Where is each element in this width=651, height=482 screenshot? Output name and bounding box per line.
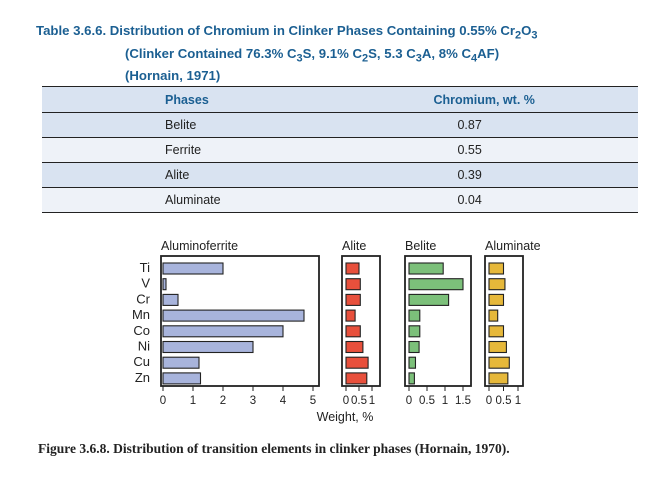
- bar-aluminoferrite-v: [162, 278, 167, 291]
- cell-phase: Belite: [42, 112, 299, 138]
- cell-value: 0.87: [298, 112, 638, 138]
- bar-belite-v: [408, 278, 464, 291]
- table-title: Table 3.6.6. Distribution of Chromium in…: [36, 22, 636, 84]
- tick-label-aluminate: 0: [486, 395, 492, 407]
- cell-value: 0.04: [298, 187, 638, 213]
- tick-label-aluminate: 0.5: [496, 395, 512, 407]
- table-row: Alite 0.39: [42, 162, 638, 188]
- bar-aluminate-zn: [488, 372, 509, 385]
- bar-belite-zn: [408, 372, 415, 385]
- bar-belite-cr: [408, 293, 450, 306]
- bar-alite-ni: [345, 340, 364, 354]
- tick-label-belite: 0.5: [419, 395, 435, 407]
- title-line-3: (Hornain, 1971): [125, 68, 221, 84]
- bar-belite-ti: [408, 262, 444, 275]
- panel-title-belite: Belite: [405, 239, 436, 253]
- bar-aluminoferrite-zn: [162, 372, 202, 385]
- x-axis-label: Weight, %: [317, 410, 374, 424]
- bar-aluminate-ti: [488, 262, 505, 275]
- bar-alite-cr: [345, 293, 361, 306]
- element-label-cu: Cu: [133, 354, 150, 369]
- table-row: Belite 0.87: [42, 112, 638, 138]
- bar-aluminate-ni: [488, 340, 507, 354]
- bar-belite-co: [408, 325, 421, 338]
- element-label-ni: Ni: [138, 339, 150, 354]
- tick-label-belite: 1.5: [455, 395, 471, 407]
- panel-title-alite: Alite: [342, 239, 366, 253]
- bar-alite-mn: [345, 309, 356, 322]
- bar-aluminate-v: [488, 278, 506, 291]
- tick-label-aluminoferrite: 4: [280, 395, 287, 407]
- bar-belite-cu: [408, 356, 417, 369]
- chromium-table: Phases Chromium, wt. % Belite 0.87 Ferri…: [42, 86, 638, 213]
- tick-label-alite: 0.5: [351, 395, 367, 407]
- bar-aluminoferrite-ti: [162, 262, 224, 275]
- tick-label-aluminoferrite: 3: [250, 395, 256, 407]
- tick-label-aluminate: 1: [515, 395, 521, 407]
- tick-label-belite: 0: [406, 395, 412, 407]
- bar-alite-v: [345, 278, 361, 291]
- title-line-1: Table 3.6.6. Distribution of Chromium in…: [36, 23, 538, 42]
- tick-label-aluminoferrite: 1: [190, 395, 196, 407]
- tick-label-aluminoferrite: 0: [160, 395, 166, 407]
- title-line-2: (Clinker Contained 76.3% C3S, 9.1% C2S, …: [125, 45, 500, 65]
- tick-label-aluminoferrite: 5: [310, 395, 316, 407]
- tick-label-alite: 1: [369, 395, 375, 407]
- bar-aluminate-co: [488, 325, 505, 338]
- panel-frame-aluminoferrite: [160, 255, 320, 387]
- bar-alite-zn: [345, 372, 368, 385]
- bar-aluminate-cu: [488, 356, 510, 369]
- header-chromium: Chromium, wt. %: [298, 86, 638, 113]
- bar-belite-ni: [408, 340, 420, 354]
- figure-caption: Figure 3.6.8. Distribution of transition…: [38, 441, 510, 456]
- cell-value: 0.39: [298, 162, 638, 188]
- table-row: Aluminate 0.04: [42, 187, 638, 213]
- bar-aluminate-mn: [488, 309, 499, 322]
- tick-label-aluminoferrite: 2: [220, 395, 226, 407]
- bar-alite-ti: [345, 262, 360, 275]
- panel-title-aluminate: Aluminate: [485, 239, 541, 253]
- bar-aluminoferrite-cu: [162, 356, 200, 369]
- element-label-mn: Mn: [132, 307, 150, 322]
- panel-frame-alite: [341, 255, 381, 387]
- tick-label-alite: 0: [343, 395, 349, 407]
- element-label-v: V: [141, 276, 150, 291]
- cell-phase: Aluminate: [42, 187, 299, 213]
- table-row: Ferrite 0.55: [42, 137, 638, 163]
- element-label-zn: Zn: [135, 370, 150, 385]
- bar-alite-co: [345, 325, 361, 338]
- element-label-ti: Ti: [140, 260, 150, 275]
- bar-aluminate-cr: [488, 293, 505, 306]
- bar-aluminoferrite-co: [162, 325, 284, 338]
- bar-aluminoferrite-cr: [162, 293, 179, 306]
- panel-title-aluminoferrite: Aluminoferrite: [161, 239, 238, 253]
- element-label-cr: Cr: [136, 291, 150, 306]
- bar-aluminoferrite-mn: [162, 309, 305, 322]
- cell-phase: Ferrite: [42, 137, 299, 163]
- bar-belite-mn: [408, 309, 421, 322]
- tick-label-belite: 1: [442, 395, 448, 407]
- bar-aluminoferrite-ni: [162, 340, 254, 354]
- cell-phase: Alite: [42, 162, 299, 188]
- bar-alite-cu: [345, 356, 369, 369]
- panel-frame-belite: [404, 255, 472, 387]
- element-label-co: Co: [133, 323, 150, 338]
- cell-value: 0.55: [298, 137, 638, 163]
